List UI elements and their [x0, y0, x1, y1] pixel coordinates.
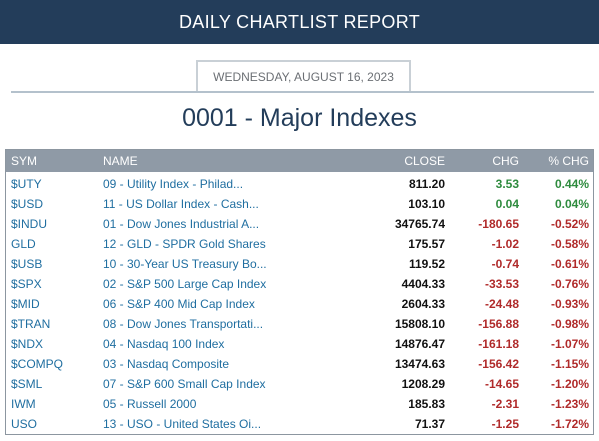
table-row: $UTY 09 - Utility Index - Philad... 811.20…	[6, 174, 593, 194]
name-link[interactable]: 13 - USO - United States Oi...	[103, 417, 262, 431]
close-value: 13474.63	[394, 357, 445, 371]
table-row: $USD 11 - US Dollar Index - Cash... 103.10…	[6, 194, 593, 214]
percent-change-value: 0.04%	[554, 197, 589, 211]
table-row: $SPX 02 - S&P 500 Large Cap Index 4404.33 -…	[6, 274, 593, 294]
name-link[interactable]: 12 - GLD - SPDR Gold Shares	[103, 237, 266, 251]
name-link[interactable]: 09 - Utility Index - Philad...	[103, 177, 244, 191]
change-value: -1.02	[491, 237, 519, 251]
change-value: -14.65	[484, 377, 519, 391]
percent-change-value: -0.61%	[550, 257, 589, 271]
name-link[interactable]: 11 - US Dollar Index - Cash...	[103, 197, 259, 211]
name-link[interactable]: 04 - Nasdaq 100 Index	[103, 337, 225, 351]
symbol-link[interactable]: $INDU	[11, 217, 48, 231]
change-value: -161.18	[478, 337, 519, 351]
close-value: 185.83	[408, 397, 445, 411]
percent-change-value: -0.76%	[550, 277, 589, 291]
change-value: -33.53	[484, 277, 519, 291]
percent-change-value: -1.15%	[550, 357, 589, 371]
close-value: 4404.33	[401, 277, 445, 291]
name-link[interactable]: 03 - Nasdaq Composite	[103, 357, 230, 371]
name-link[interactable]: 10 - 30-Year US Treasury Bo...	[103, 257, 267, 271]
symbol-link[interactable]: $TRAN	[11, 317, 51, 331]
table-row: $NDX 04 - Nasdaq 100 Index 14876.47 -161.18…	[6, 334, 593, 354]
chartlist-title: 0001 - Major Indexes	[182, 104, 417, 132]
symbol-link[interactable]: $USD	[11, 197, 44, 211]
symbol-link[interactable]: IWM	[11, 397, 36, 411]
change-value: -156.42	[478, 357, 519, 371]
close-value: 1208.29	[401, 377, 445, 391]
table-row: $INDU 01 - Dow Jones Industrial A... 34765…	[6, 214, 593, 234]
percent-change-value: 0.44%	[554, 177, 589, 191]
column-header-name[interactable]: NAME	[103, 154, 138, 168]
percent-change-value: -1.20%	[550, 377, 589, 391]
close-value: 119.52	[408, 257, 445, 271]
close-value: 14876.47	[394, 337, 445, 351]
percent-change-value: -1.72%	[550, 417, 589, 431]
change-value: 0.04	[495, 197, 519, 211]
table-row: IWM 05 - Russell 2000 185.83 -2.31 -1.23%	[6, 394, 593, 414]
symbol-link[interactable]: $UTY	[11, 177, 42, 191]
table-row: USO 13 - USO - United States Oi... 71.37 -1…	[6, 414, 593, 434]
banner-title: DAILY CHARTLIST REPORT	[178, 11, 420, 32]
close-value: 2604.33	[401, 297, 445, 311]
column-header-chg[interactable]: CHG	[492, 154, 519, 168]
change-value: -1.25	[491, 417, 519, 431]
table-row: $COMPQ 03 - Nasdaq Composite 13474.63 -156.…	[6, 354, 593, 374]
percent-change-value: -0.93%	[550, 297, 589, 311]
table-row: $USB 10 - 30-Year US Treasury Bo... 119.52…	[6, 254, 593, 274]
name-link[interactable]: 08 - Dow Jones Transportati...	[103, 317, 264, 331]
name-link[interactable]: 02 - S&P 500 Large Cap Index	[103, 277, 267, 291]
table-row: $MID 06 - S&P 400 Mid Cap Index 2604.33 -24…	[6, 294, 593, 314]
change-value: -24.48	[484, 297, 519, 311]
close-value: 34765.74	[394, 217, 445, 231]
symbol-link[interactable]: $USB	[11, 257, 43, 271]
symbol-link[interactable]: GLD	[11, 237, 36, 251]
percent-change-value: -1.23%	[550, 397, 589, 411]
column-header-close[interactable]: CLOSE	[404, 154, 445, 168]
symbol-link[interactable]: USO	[11, 417, 38, 431]
table-row: $TRAN 08 - Dow Jones Transportati... 15808…	[6, 314, 593, 334]
report-banner: DAILY CHARTLIST REPORT	[0, 0, 599, 44]
change-value: -0.74	[491, 257, 519, 271]
name-link[interactable]: 07 - S&P 600 Small Cap Index	[103, 377, 266, 391]
percent-change-value: -0.52%	[550, 217, 589, 231]
close-value: 811.20	[408, 177, 445, 191]
symbol-link[interactable]: $NDX	[11, 337, 44, 351]
report-date: WEDNESDAY, AUGUST 16, 2023	[196, 60, 411, 91]
symbol-link[interactable]: $SML	[11, 377, 43, 391]
percent-change-value: -0.98%	[550, 317, 589, 331]
close-value: 71.37	[414, 417, 445, 431]
change-value: -180.65	[478, 217, 519, 231]
symbol-link[interactable]: $MID	[11, 297, 40, 311]
name-link[interactable]: 05 - Russell 2000	[103, 397, 197, 411]
close-value: 103.10	[408, 197, 445, 211]
table-row: $SML 07 - S&P 600 Small Cap Index 1208.29 -…	[6, 374, 593, 394]
change-value: -156.88	[478, 317, 519, 331]
close-value: 15808.10	[394, 317, 445, 331]
date-section: WEDNESDAY, AUGUST 16, 2023	[11, 60, 594, 93]
percent-change-value: -0.58%	[550, 237, 589, 251]
symbol-link[interactable]: $SPX	[11, 277, 42, 291]
change-value: -2.31	[491, 397, 519, 411]
table-header: SYM NAME CLOSE CHG % CHG	[6, 150, 593, 172]
close-value: 175.57	[408, 237, 445, 251]
column-header-pct-chg[interactable]: % CHG	[548, 154, 589, 168]
index-table: SYM NAME CLOSE CHG % CHG $UTY 09 - Utilit…	[5, 149, 594, 435]
name-link[interactable]: 01 - Dow Jones Industrial A...	[103, 217, 260, 231]
table-row: GLD 12 - GLD - SPDR Gold Shares 175.57 -1.0…	[6, 234, 593, 254]
percent-change-value: -1.07%	[550, 337, 589, 351]
column-header-sym[interactable]: SYM	[11, 154, 38, 168]
change-value: 3.53	[495, 177, 519, 191]
name-link[interactable]: 06 - S&P 400 Mid Cap Index	[103, 297, 255, 311]
symbol-link[interactable]: $COMPQ	[11, 357, 64, 371]
